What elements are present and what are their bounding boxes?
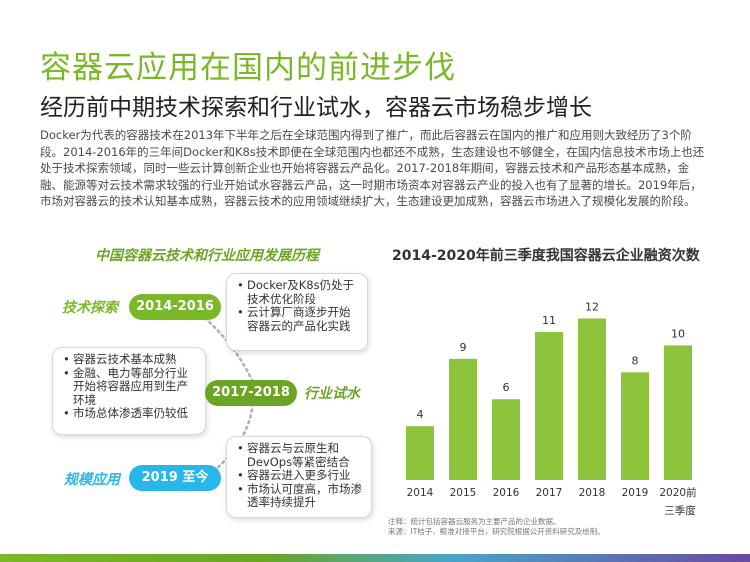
- bar-2019: [621, 372, 649, 480]
- stage2-years: 2017-2018: [205, 380, 297, 406]
- stage3-item: 容器云与云原生和DevOps等紧密结合: [235, 441, 363, 469]
- stage2-item: 容器云技术基本成熟: [61, 352, 197, 367]
- page-title: 容器云应用在国内的前进步伐: [40, 50, 456, 86]
- x-tick-label: 2018: [579, 487, 606, 499]
- chart-title: 2014-2020年前三季度我国容器云企业融资次数: [392, 248, 700, 264]
- bar-value-label: 12: [585, 300, 599, 313]
- bar-2020前三季度: [664, 345, 692, 480]
- stage2-label: 行业试水: [304, 386, 360, 402]
- bottom-accent-bar: [0, 554, 750, 562]
- stage2-item: 金融、电力等部分行业开始将容器应用到生产环境: [61, 366, 197, 408]
- x-tick-label: 2020前: [659, 486, 696, 499]
- stage1-item: Docker及K8s仍处于技术优化阶段: [235, 278, 359, 306]
- bar-2014: [406, 426, 434, 480]
- x-tick-label: 2015: [450, 487, 477, 499]
- stage1-card: Docker及K8s仍处于技术优化阶段 云计算厂商逐步开始 容器云的产品化实践: [226, 273, 368, 351]
- bar-value-label: 6: [503, 381, 510, 394]
- stage3-item: 容器云进入更多行业: [235, 468, 363, 483]
- stage3-label: 规模应用: [64, 472, 120, 488]
- bar-value-label: 11: [542, 314, 556, 327]
- bar-2016: [492, 399, 520, 480]
- x-tick-label: 2017: [536, 487, 563, 499]
- bar-value-label: 9: [460, 341, 467, 354]
- stage3-item: 市场认可度高，市场渗透率持续提升: [235, 482, 363, 510]
- stage1-label: 技术探索: [62, 300, 118, 316]
- stage1-years: 2014-2016: [129, 294, 221, 320]
- bar-2015: [449, 358, 477, 480]
- funding-bar-chart: 4 2014 9 2015 6 2016 11 2017 12 2018 8 2019 10 2020前三…: [406, 300, 697, 517]
- body-paragraph: Docker为代表的容器技术在2013年下半年之后在全球范围内得到了推广，而此后…: [40, 128, 705, 208]
- stage3-years: 2019 至今: [129, 465, 221, 491]
- x-tick-label: 2019: [622, 487, 649, 499]
- stage2-card: 容器云技术基本成熟 金融、电力等部分行业开始将容器应用到生产环境 市场总体渗透率…: [52, 347, 206, 435]
- bar-value-label: 8: [632, 354, 639, 367]
- bar-2018: [578, 318, 606, 480]
- stage2-item: 市场总体渗透率仍较低: [61, 406, 197, 421]
- x-tick-label: 三季度: [664, 504, 696, 517]
- page-subtitle: 经历前中期技术探索和行业试水，容器云市场稳步增长: [40, 95, 592, 121]
- bar-value-label: 4: [417, 408, 424, 421]
- x-tick-label: 2016: [493, 487, 520, 499]
- stage1-item: 云计算厂商逐步开始 容器云的产品化实践: [235, 305, 359, 333]
- stage3-card: 容器云与云原生和DevOps等紧密结合 容器云进入更多行业 市场认可度高，市场渗…: [226, 436, 372, 518]
- chart-note: 注释：统计包括容器云服务为主要产品的企业数据。: [388, 517, 561, 526]
- x-tick-label: 2014: [407, 487, 434, 499]
- chart-source: 来源：IT桔子，鲸准对接平台，研究院根据公开资料研究及绘制。: [388, 527, 605, 536]
- bar-2017: [535, 331, 563, 480]
- timeline-title: 中国容器云技术和行业应用发展历程: [95, 248, 319, 264]
- bar-value-label: 10: [671, 327, 685, 340]
